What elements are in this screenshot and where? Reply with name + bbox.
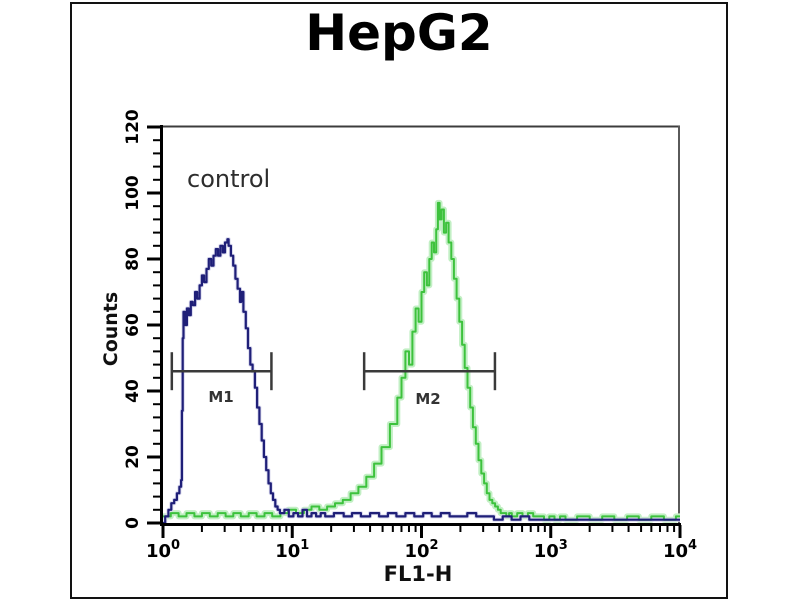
svg-text:120: 120 [123,109,143,145]
svg-text:104: 104 [663,538,697,562]
figure-frame [70,2,728,599]
svg-text:80: 80 [123,247,143,271]
svg-text:0: 0 [123,517,143,529]
y-axis-label: Counts [100,291,122,367]
control-annotation: control [187,165,271,193]
svg-text:40: 40 [123,379,143,403]
svg-text:20: 20 [123,445,143,469]
svg-text:60: 60 [123,313,143,337]
svg-text:100: 100 [123,175,143,211]
gate-label-m1: M1 [208,388,234,406]
gate-label-m2: M2 [415,390,441,408]
svg-text:102: 102 [404,538,438,562]
x-axis-label: FL1-H [383,562,453,586]
svg-text:103: 103 [534,538,568,562]
svg-text:101: 101 [275,538,309,562]
figure-title: HepG2 [305,4,493,62]
svg-text:100: 100 [146,538,180,562]
